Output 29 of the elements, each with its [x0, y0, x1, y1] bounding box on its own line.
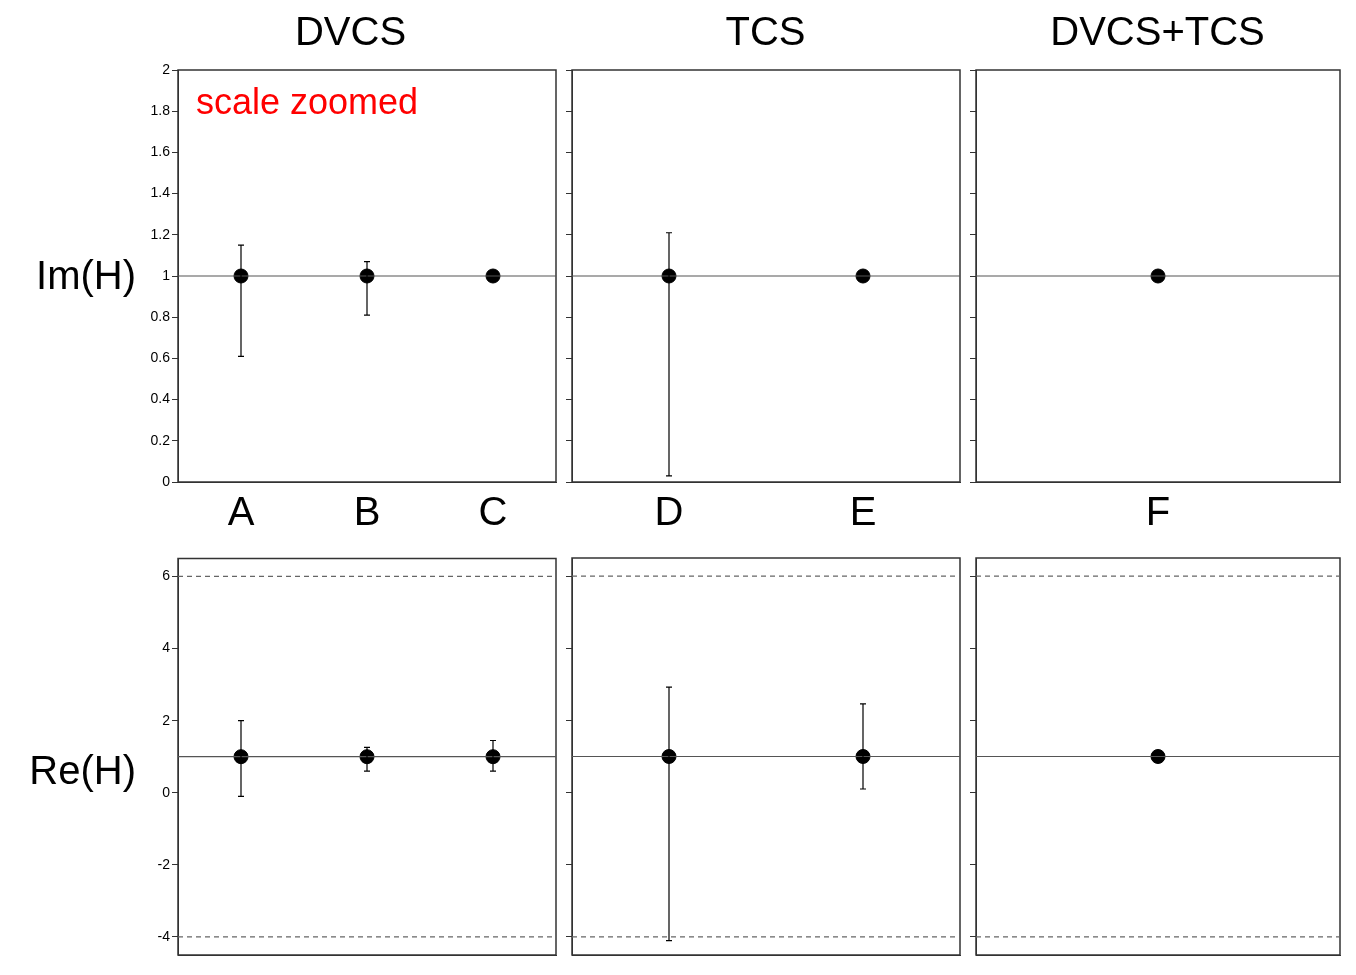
chart-title: TCS	[725, 9, 806, 54]
y-tick-label: 6	[162, 567, 171, 584]
x-tick-label: E	[849, 489, 877, 534]
y-tick-label: 1.6	[150, 143, 171, 160]
x-tick-label: A	[227, 489, 255, 534]
x-tick-label: D	[654, 489, 684, 534]
y-tick-label: 0	[162, 783, 171, 800]
y-tick-label: 1.2	[150, 225, 171, 242]
y-tick-label: 0.8	[150, 308, 171, 325]
x-tick-label: C	[478, 489, 508, 534]
x-tick-label: B	[353, 489, 381, 534]
y-axis-title: Im(H)	[35, 253, 136, 298]
y-tick-label: -4	[157, 927, 171, 944]
y-tick-label: 4	[162, 639, 171, 656]
chart-title: DVCS+TCS	[1050, 9, 1265, 54]
y-tick-label: 2	[162, 60, 171, 77]
x-tick-label: F	[1145, 489, 1171, 534]
y-axis-title: Re(H)	[28, 748, 136, 793]
chart-title: DVCS	[294, 9, 407, 54]
y-tick-label: 0.4	[150, 390, 171, 407]
y-tick-label: 0	[162, 472, 171, 489]
y-tick-label: 2	[162, 711, 171, 728]
annotation: scale zoomed	[196, 80, 419, 122]
y-tick-label: 1.4	[150, 184, 171, 201]
y-tick-label: -2	[157, 855, 171, 872]
y-tick-label: 1.8	[150, 102, 171, 119]
y-tick-label: 1	[162, 266, 171, 283]
y-tick-label: 0.2	[150, 431, 171, 448]
y-tick-label: 0.6	[150, 349, 171, 366]
